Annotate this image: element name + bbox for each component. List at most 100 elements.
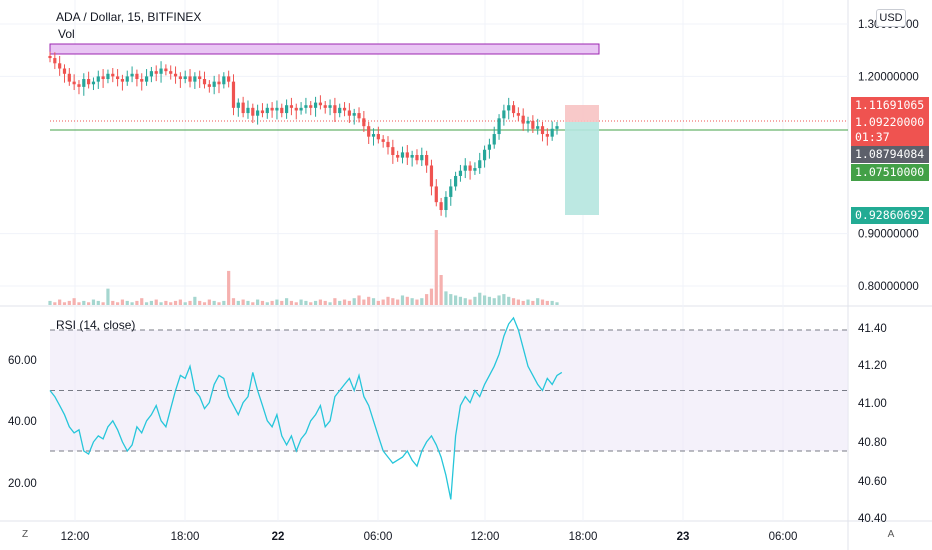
rsi-line (49, 316, 563, 500)
volume-bar (58, 299, 62, 305)
volume-bar (511, 298, 516, 305)
volume-bar (159, 302, 163, 305)
time-tick-label: 06:00 (769, 531, 798, 543)
rsi-label: RSI (14, close) (56, 318, 136, 332)
volume-bar (347, 300, 351, 305)
candle-body (77, 84, 81, 87)
chart-title: ADA / Dollar, 15, BITFINEX (56, 10, 202, 24)
candle-body (507, 105, 511, 111)
candle-body (62, 68, 67, 74)
volume-bar (545, 300, 549, 305)
candle-body (555, 126, 559, 129)
candle-body (478, 160, 482, 169)
candle-body (429, 165, 434, 187)
candle-body (526, 120, 530, 124)
auto-scale-button[interactable]: A (887, 529, 895, 540)
volume-bar (376, 300, 380, 305)
volume-bar (507, 296, 511, 305)
candle-body (96, 76, 100, 82)
volume-bar (270, 300, 274, 305)
candle-body (420, 155, 424, 161)
volume-bar (154, 299, 158, 305)
volume-bar (294, 302, 298, 305)
position-target-area (565, 122, 599, 215)
volume-bar (309, 302, 313, 305)
candle-body (415, 155, 419, 161)
candle-body (125, 76, 129, 82)
candle-body (434, 186, 438, 203)
rsi-left-tick: 40.00 (8, 416, 37, 428)
candle-body (58, 63, 62, 69)
volume-bar (173, 300, 178, 305)
price-label-line: 1.07510000 (851, 164, 929, 181)
rsi-right-tick: 41.20 (858, 360, 887, 372)
candle-body (367, 126, 371, 137)
volume-bar (362, 299, 366, 305)
time-tick-label: 06:00 (364, 531, 393, 543)
volume-bar (169, 302, 173, 305)
candle-body (217, 81, 221, 85)
volume-bar (135, 300, 139, 305)
volume-bar (357, 295, 361, 305)
volume-bar (338, 300, 342, 305)
candle-body (304, 105, 308, 108)
candle-body (48, 55, 52, 59)
volume-bar (260, 300, 265, 305)
currency-button[interactable]: USD (876, 9, 906, 27)
candle-body (280, 107, 284, 114)
volume-bar (193, 296, 197, 305)
volume-bar (352, 298, 356, 305)
candle-body (550, 128, 554, 137)
candle-body (87, 79, 91, 85)
candle-body (227, 76, 231, 82)
volume-bar (222, 300, 226, 305)
volume-label: Vol (58, 27, 75, 41)
volume-bar (434, 230, 438, 305)
candle-body (101, 76, 105, 80)
candle-body (502, 110, 506, 119)
time-tick-label: 12:00 (471, 531, 500, 543)
volume-bar (246, 300, 250, 305)
zoom-reset-button[interactable]: Z (21, 529, 29, 540)
volume-bar (449, 294, 453, 305)
volume-bar (439, 275, 443, 305)
candle-body (454, 175, 458, 187)
candle-body (231, 81, 236, 108)
volume-bar (473, 296, 477, 305)
candle-body (202, 79, 207, 85)
volume-bar (236, 300, 240, 305)
price-label-last: 1.09220000 (851, 114, 929, 131)
volume-bar (149, 300, 153, 305)
volume-bar (386, 296, 390, 305)
volume-bar (202, 302, 207, 305)
candle-body (72, 81, 76, 85)
candle-body (318, 102, 322, 106)
candle-body (159, 68, 163, 74)
volume-bar (458, 296, 463, 305)
candle-body (487, 144, 491, 150)
volume-bar (492, 298, 496, 305)
volume-bar (116, 302, 120, 305)
candle-body (120, 79, 125, 82)
volume-bar (487, 296, 491, 305)
candle-body (410, 155, 414, 158)
candle-body (545, 134, 549, 137)
candle-body (371, 134, 376, 137)
volume-bar (420, 298, 424, 305)
price-tick-label: 0.90000000 (858, 229, 919, 241)
candle-body (67, 73, 71, 82)
candle-body (111, 73, 115, 77)
candle-body (333, 105, 337, 114)
rsi-right-tick: 40.80 (858, 437, 887, 449)
position-stop-area (565, 105, 599, 122)
candle-body (144, 76, 149, 82)
candle-body (313, 102, 318, 108)
volume-bar (304, 300, 308, 305)
candle-body (309, 105, 313, 108)
candle-body (241, 102, 245, 114)
volume-bar (299, 299, 303, 305)
volume-bar (77, 302, 81, 305)
volume-bar (468, 299, 472, 305)
